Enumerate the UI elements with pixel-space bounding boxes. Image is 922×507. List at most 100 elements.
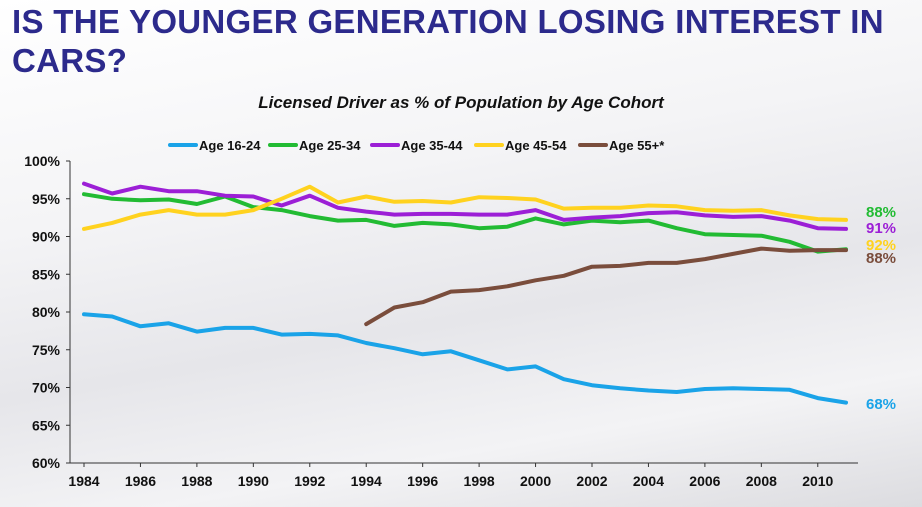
legend-label: Age 45-54 — [505, 138, 567, 153]
data-point — [562, 218, 566, 222]
data-point — [533, 278, 538, 282]
data-point — [82, 182, 86, 186]
data-point — [279, 333, 284, 337]
data-point — [308, 185, 312, 189]
data-point — [675, 390, 679, 394]
data-point — [336, 333, 340, 338]
data-point — [618, 386, 622, 390]
data-point — [336, 219, 340, 223]
data-point — [138, 213, 143, 217]
y-tick-label: 100% — [24, 153, 60, 169]
x-tick-label: 2002 — [576, 473, 607, 489]
end-label-3: 91% — [866, 220, 896, 237]
data-point — [195, 330, 199, 334]
data-point — [533, 197, 538, 202]
data-point — [308, 194, 312, 198]
data-point — [392, 200, 397, 204]
chart-legend: Age 16-24 Age 25-34 Age 35-44 Age 45-54 Age … — [168, 138, 665, 153]
series-line-3 — [82, 181, 848, 231]
data-point — [731, 209, 735, 213]
data-point — [759, 246, 763, 251]
data-point — [82, 192, 86, 196]
data-point — [562, 206, 566, 211]
data-point — [844, 218, 848, 222]
data-point — [364, 194, 368, 199]
slide-title: IS THE YOUNGER GENERATION LOSING INTERES… — [12, 3, 884, 79]
data-point — [449, 212, 453, 216]
end-labels: 68%88%91%92%88% — [866, 204, 896, 413]
data-point — [223, 194, 227, 198]
data-point — [336, 200, 340, 205]
data-point — [421, 352, 425, 356]
end-label-4: 92% — [866, 237, 896, 254]
data-point — [844, 401, 848, 405]
x-tick-label: 2004 — [633, 473, 664, 489]
series-line-2 — [82, 192, 848, 254]
data-point — [675, 204, 679, 208]
series-line-4 — [82, 184, 848, 231]
data-point — [223, 326, 227, 330]
data-point — [110, 314, 114, 319]
data-point — [110, 221, 114, 225]
x-tick-label: 1988 — [181, 473, 212, 489]
data-point — [364, 209, 368, 214]
data-point — [590, 206, 594, 210]
data-point — [421, 221, 425, 225]
data-point — [477, 288, 481, 292]
data-point — [477, 226, 481, 230]
data-point — [167, 197, 171, 202]
data-point — [364, 341, 368, 345]
data-point — [138, 198, 143, 202]
x-tick-label: 2006 — [689, 473, 720, 489]
data-point — [816, 217, 820, 221]
data-point — [505, 196, 509, 200]
data-point — [82, 312, 86, 316]
data-point — [731, 386, 735, 390]
data-point — [787, 213, 792, 217]
data-point — [703, 213, 707, 217]
data-point — [675, 210, 679, 214]
data-point — [364, 322, 368, 326]
data-point — [82, 227, 86, 231]
x-tick-label: 1998 — [464, 473, 495, 489]
y-tick-label: 75% — [32, 342, 61, 358]
series-line-5 — [364, 246, 848, 327]
data-point — [787, 388, 792, 392]
x-tick-label: 1990 — [238, 473, 269, 489]
data-point — [392, 346, 397, 350]
data-point — [195, 202, 199, 206]
data-point — [138, 185, 143, 189]
data-point — [731, 233, 735, 237]
data-point — [646, 388, 651, 393]
data-point — [110, 191, 114, 196]
data-point — [703, 257, 707, 261]
data-point — [646, 211, 651, 215]
data-point — [618, 206, 622, 210]
data-point — [844, 227, 848, 231]
data-point — [590, 383, 594, 387]
data-point — [505, 213, 509, 217]
data-point — [562, 377, 566, 381]
data-point — [646, 203, 651, 208]
data-point — [731, 215, 735, 219]
data-point — [844, 248, 848, 252]
data-point — [505, 225, 509, 229]
series-group — [82, 181, 848, 405]
data-point — [279, 203, 284, 208]
data-point — [477, 213, 481, 217]
data-point — [279, 197, 284, 201]
series-line-1 — [82, 312, 848, 405]
data-point — [392, 213, 397, 217]
data-point — [533, 216, 538, 220]
y-tick-label: 70% — [32, 380, 61, 396]
data-point — [816, 226, 820, 230]
data-point — [308, 332, 312, 336]
end-label-1: 68% — [866, 396, 896, 413]
data-point — [392, 224, 397, 228]
y-tick-label: 65% — [32, 417, 61, 433]
data-point — [618, 264, 622, 268]
data-point — [787, 219, 792, 223]
y-tick-label: 85% — [32, 266, 61, 282]
end-label-5: 88% — [866, 250, 896, 267]
data-point — [110, 197, 114, 201]
